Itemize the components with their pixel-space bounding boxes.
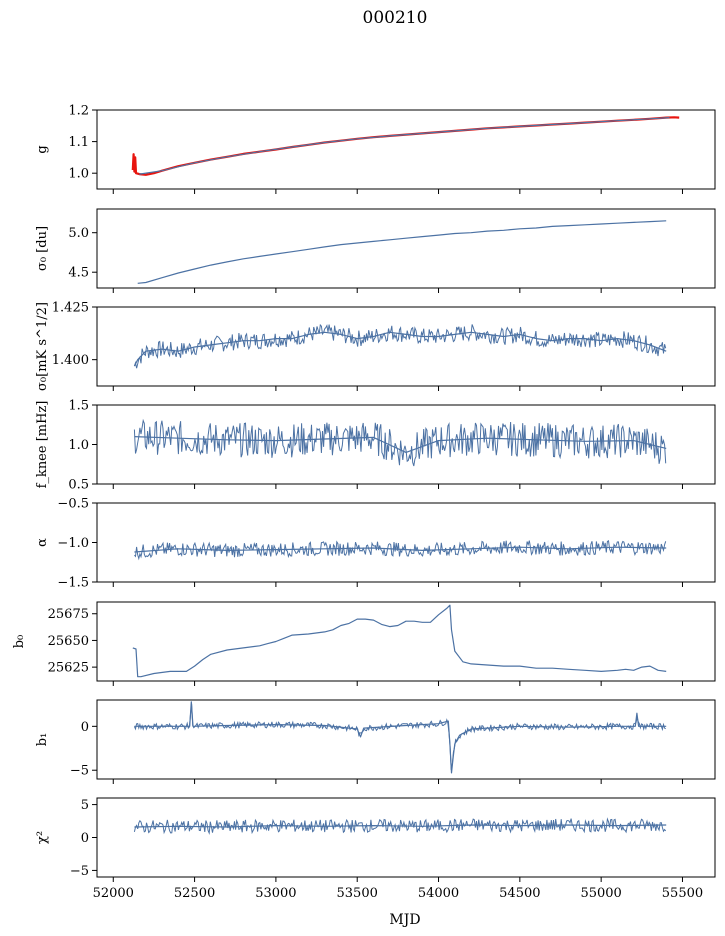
series-line-1-2 [139,117,670,175]
y-tick-label: −5 [70,764,89,779]
y-axis-label-3: σ₀[mK s^1/2] [35,302,50,391]
y-axis-label-6: b₀ [12,635,27,649]
y-tick-label: 5.0 [68,226,89,241]
axes-frame-7 [96,699,716,780]
y-tick-label: 4.5 [68,266,89,281]
y-tick-label: −1.0 [57,536,89,551]
x-axis-label: MJD [389,912,420,928]
x-tick-label: 54500 [499,886,540,901]
series-line-3-1 [133,331,667,367]
axes-frame-8 [96,797,716,878]
y-tick-label: 0 [81,831,89,846]
y-axis-label-2: σ₀ [du] [35,226,50,271]
y-tick-label: 1.425 [52,301,89,316]
series-line-2-1 [137,220,667,284]
y-tick-label: 1.400 [52,353,89,368]
figure-title: 000210 [363,8,428,28]
axes-frame-1 [96,109,716,190]
x-tick-label: 54000 [418,886,459,901]
y-tick-label: 1.2 [68,104,89,119]
y-axis-label-8: χ² [35,831,50,844]
y-tick-label: 25675 [48,607,89,622]
y-tick-label: 1.5 [68,399,89,414]
y-tick-label: 25650 [48,634,89,649]
y-tick-label: −5 [70,864,89,879]
series-noise-4 [133,418,667,467]
series-line-7-1 [134,701,667,774]
x-tick-label: 52500 [174,886,215,901]
x-tick-label: 52000 [93,886,134,901]
x-tick-label: 53500 [337,886,378,901]
series-noise-3 [133,323,667,369]
y-axis-label-4: f_knee [mHz] [35,401,50,489]
series-noise-7 [133,703,666,770]
x-tick-label: 53000 [255,886,296,901]
x-tick-label: 55500 [662,886,703,901]
y-tick-label: −0.5 [57,497,89,512]
y-tick-label: 1.0 [68,167,89,182]
y-tick-label: −1.5 [57,576,89,591]
axes-frame-6 [96,601,716,682]
series-line-6-1 [132,604,667,678]
y-tick-label: 1.0 [68,438,89,453]
y-tick-label: 5 [81,798,89,813]
y-axis-label-1: g [35,145,50,153]
axes-frame-3 [96,306,716,387]
series-noise-8 [133,817,667,836]
y-axis-label-7: b₁ [35,733,50,747]
y-tick-label: 1.1 [68,135,89,150]
y-tick-label: 25625 [48,661,89,676]
y-tick-label: 0 [81,720,89,735]
series-line-1-1 [131,116,680,176]
axes-frame-2 [96,208,716,289]
y-tick-label: 0.5 [68,478,89,493]
axes-frame-4 [96,404,716,485]
series-noise-5 [134,540,667,561]
y-axis-label-5: α [35,538,50,547]
x-tick-label: 55000 [580,886,621,901]
